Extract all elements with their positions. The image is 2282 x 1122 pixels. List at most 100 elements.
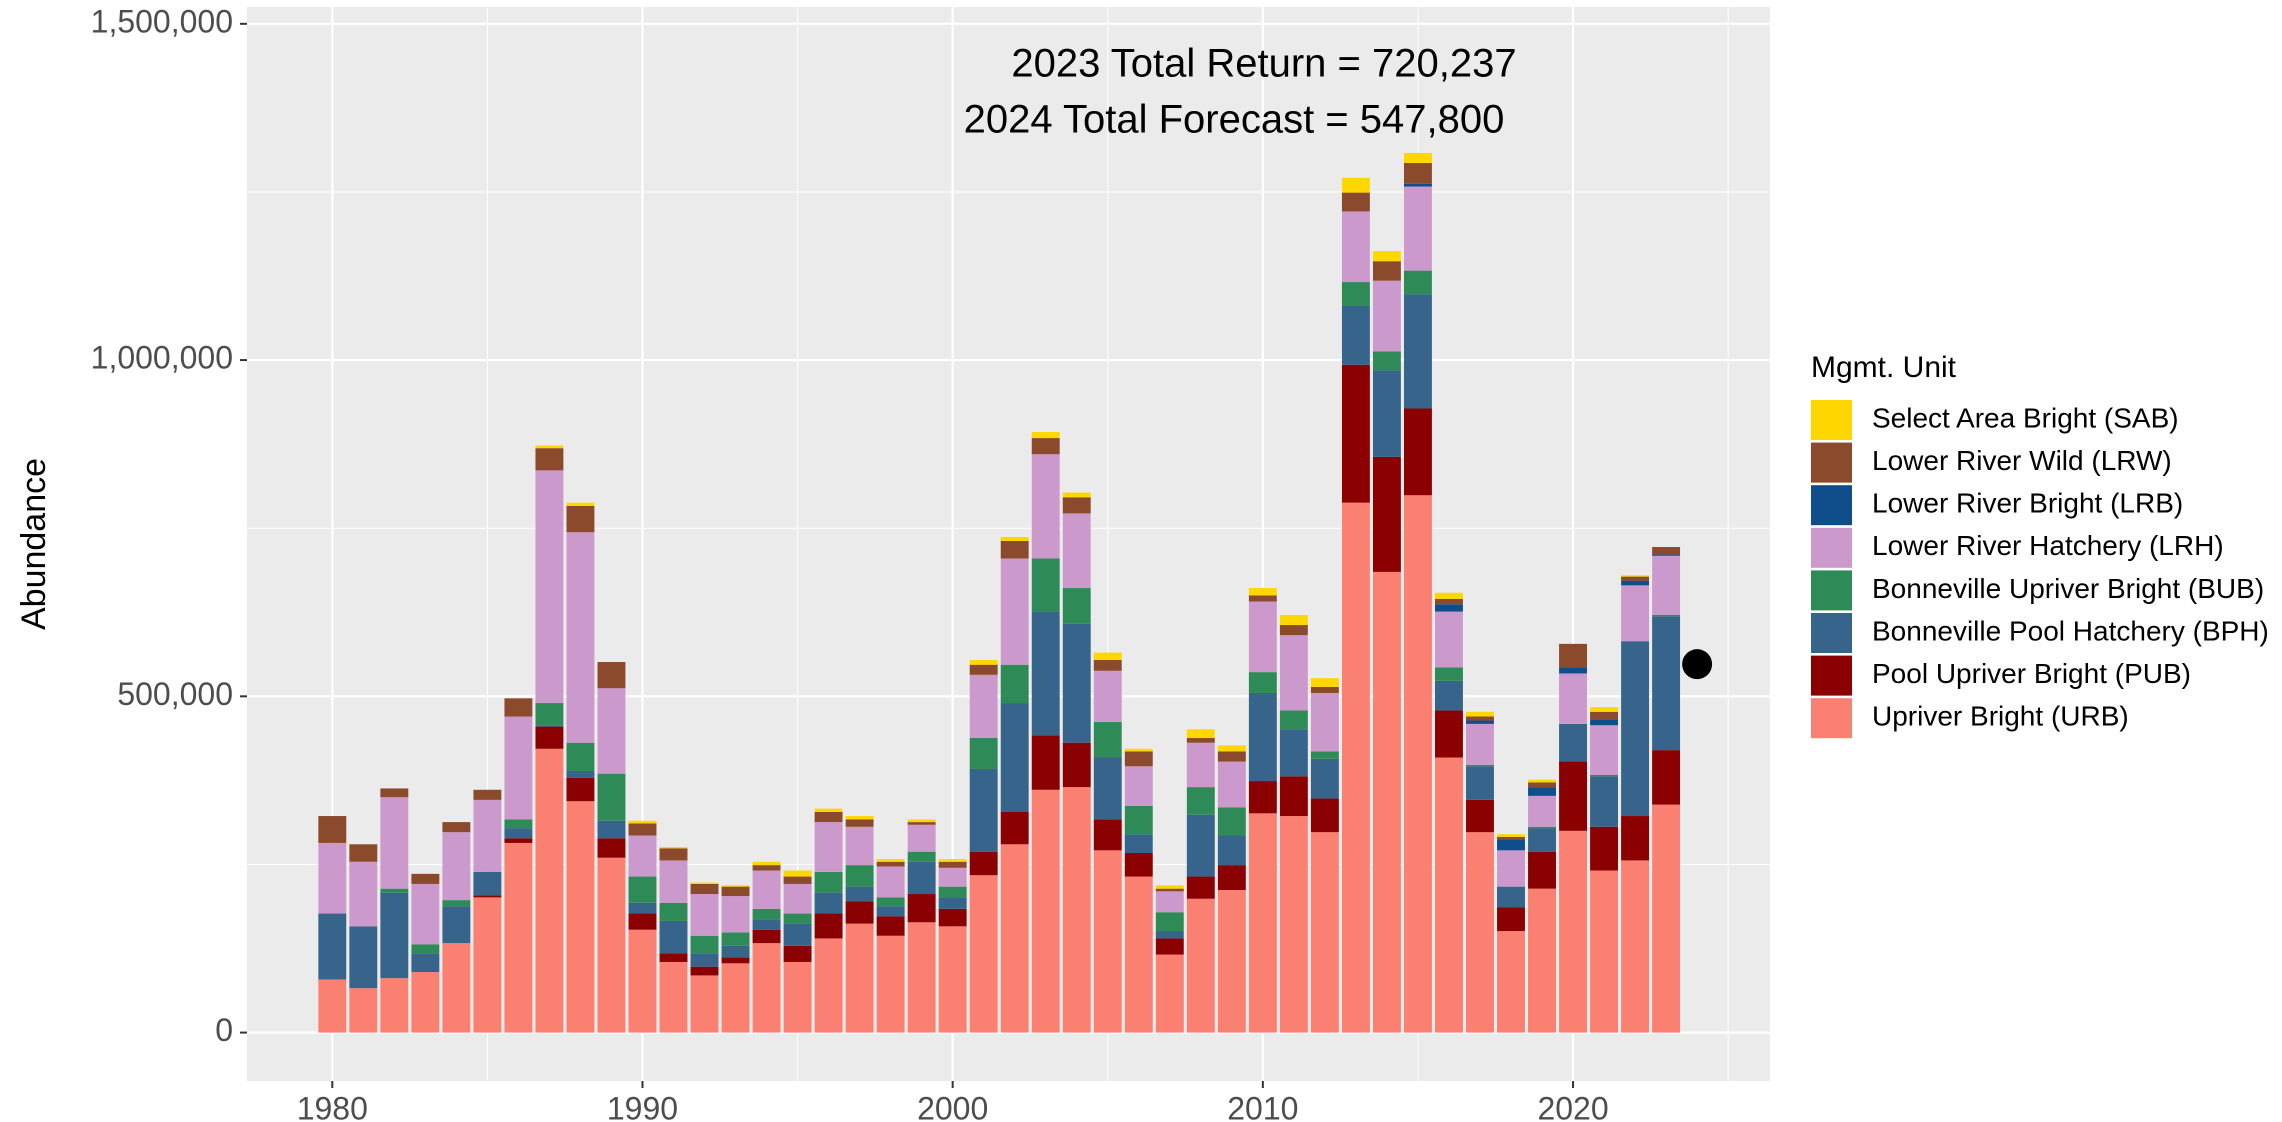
bar-segment — [783, 883, 812, 914]
bar-segment — [442, 822, 471, 833]
bar-segment — [535, 470, 564, 704]
bar-segment — [1124, 805, 1153, 835]
bar-segment — [1186, 898, 1215, 1033]
bar-segment — [1590, 719, 1619, 726]
bar-segment — [752, 908, 781, 920]
bar-segment — [1000, 811, 1029, 845]
bar-segment — [938, 908, 967, 927]
bar-segment — [597, 838, 626, 858]
bar-segment — [1652, 554, 1681, 556]
bar-segment — [1528, 826, 1556, 829]
bar-segment — [721, 885, 750, 887]
bar-segment — [1435, 757, 1463, 1033]
bar-segment — [1497, 839, 1525, 851]
bar-segment — [1621, 816, 1650, 861]
bar-segment — [1186, 787, 1215, 815]
bar-segment — [783, 913, 812, 924]
legend-swatch — [1811, 570, 1852, 611]
bar-segment — [1435, 710, 1463, 758]
legend-swatch — [1811, 527, 1852, 568]
bar-segment — [659, 848, 688, 861]
bar-segment — [628, 913, 657, 930]
bar-segment — [318, 979, 347, 1033]
bar-segment — [1062, 492, 1091, 498]
bar-segment — [504, 716, 533, 820]
bar-segment — [318, 842, 347, 914]
bar-segment — [721, 896, 750, 933]
bar-segment — [876, 859, 905, 862]
bar-segment — [1341, 364, 1370, 503]
legend-swatch — [1811, 442, 1852, 483]
bar-segment — [969, 660, 998, 665]
bar-segment — [783, 945, 812, 962]
bar-segment — [1621, 575, 1650, 577]
bar-segment — [1621, 576, 1650, 581]
bar-segment — [1155, 931, 1184, 939]
bar-segment — [1341, 192, 1370, 212]
bar-segment — [628, 929, 657, 1033]
bar-segment — [1031, 735, 1060, 790]
bar-segment — [814, 938, 843, 1033]
bar-segment — [1186, 814, 1215, 877]
bar-segment — [659, 920, 688, 954]
bar-segment — [1497, 834, 1525, 837]
bar-segment — [1000, 540, 1029, 559]
bar-segment — [752, 919, 781, 930]
bar-segment — [783, 961, 812, 1033]
bar-segment — [1590, 725, 1619, 776]
bar-segment — [783, 870, 812, 877]
x-tick-label: 2010 — [1227, 1090, 1298, 1122]
bar-segment — [1062, 497, 1091, 514]
bar-segment — [721, 932, 750, 946]
bar-segment — [721, 957, 750, 964]
bar-segment — [1621, 580, 1650, 586]
bar-segment — [1528, 828, 1556, 852]
bar-segment — [752, 929, 781, 944]
bar-segment — [566, 532, 595, 743]
bar-segment — [1155, 954, 1184, 1033]
bar-segment — [1000, 703, 1029, 812]
bar-segment — [1559, 643, 1587, 668]
bar-segment — [1279, 729, 1308, 777]
bar-segment — [1000, 664, 1029, 704]
bar-segment — [504, 819, 533, 829]
bar-segment — [1466, 720, 1494, 724]
bar-segment — [597, 857, 626, 1033]
bar-segment — [1372, 280, 1401, 352]
bar-segment — [783, 923, 812, 946]
bar-segment — [380, 888, 409, 893]
bar-segment — [1248, 588, 1277, 596]
bar-segment — [690, 894, 719, 936]
legend-label: Bonneville Upriver Bright (BUB) — [1872, 573, 2264, 604]
bar-segment — [1466, 716, 1494, 721]
bar-segment — [690, 975, 719, 1033]
bar-segment — [690, 882, 719, 884]
bar-segment — [566, 777, 595, 802]
bar-segment — [876, 861, 905, 867]
bar-segment — [1186, 876, 1215, 899]
bar-segment — [1124, 748, 1153, 752]
bar-segment — [1248, 813, 1277, 1033]
bar-segment — [1435, 604, 1463, 612]
bar-segment — [566, 506, 595, 533]
bar-segment — [1031, 611, 1060, 736]
bar-segment — [690, 953, 719, 967]
bar-segment — [1559, 761, 1587, 831]
bar-segment — [1093, 660, 1122, 671]
bar-segment — [1093, 721, 1122, 758]
bar-segment — [504, 828, 533, 839]
bar-segment — [1341, 211, 1370, 283]
bar-segment — [597, 820, 626, 839]
bar-segment — [1155, 888, 1184, 892]
bar-segment — [566, 801, 595, 1033]
bar-segment — [1372, 251, 1401, 262]
bar-segment — [1590, 711, 1619, 720]
bar-segment — [1372, 351, 1401, 371]
bar-segment — [907, 922, 936, 1033]
bar-segment — [1062, 787, 1091, 1033]
bar-segment — [907, 851, 936, 862]
bar-segment — [907, 824, 936, 852]
bar-segment — [1497, 850, 1525, 887]
bar-segment — [1093, 757, 1122, 820]
